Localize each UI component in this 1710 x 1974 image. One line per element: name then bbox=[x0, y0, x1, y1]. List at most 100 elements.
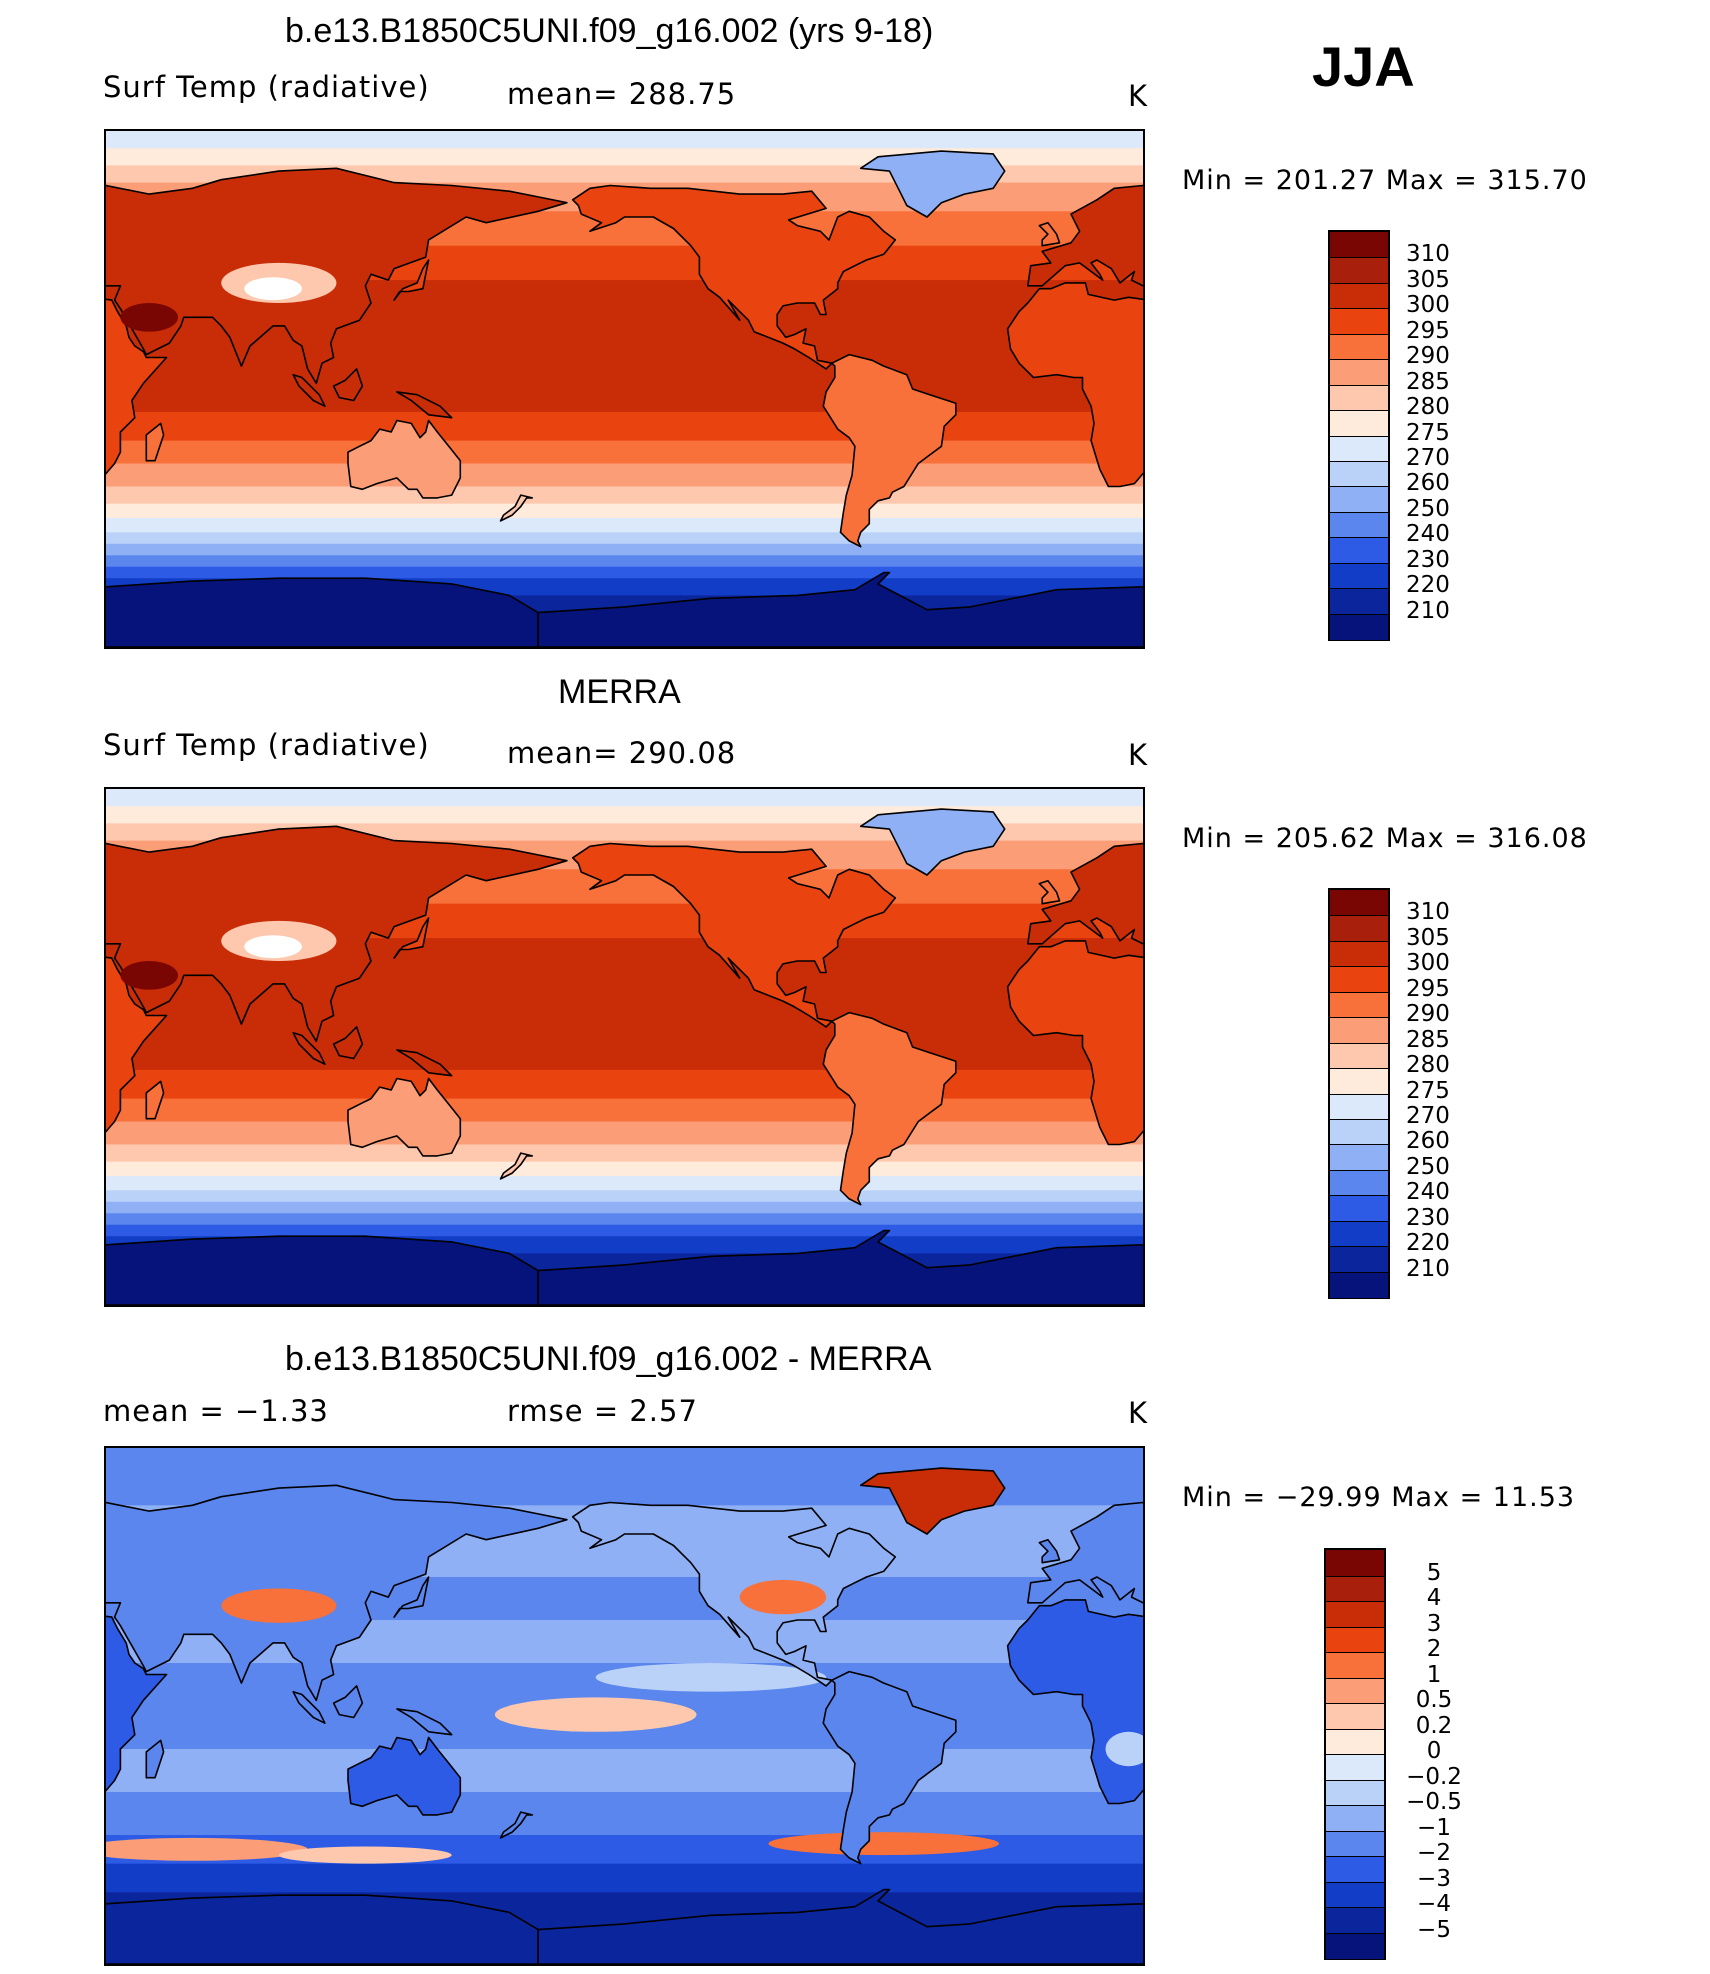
zonal-band bbox=[106, 789, 1143, 807]
colorbar-box bbox=[1330, 359, 1388, 386]
landmass-japan bbox=[393, 917, 430, 959]
landmass-greenland bbox=[859, 1467, 1006, 1535]
colorbar-box bbox=[1330, 1169, 1388, 1197]
landmass-madagascar bbox=[145, 422, 165, 462]
land-feature bbox=[1105, 1731, 1143, 1767]
colorbar-tick-label: 275 bbox=[1406, 419, 1450, 446]
panel-2-colorbar bbox=[1328, 888, 1390, 1299]
landmass-japan bbox=[393, 259, 430, 301]
colorbar-tick-label: 230 bbox=[1406, 1204, 1450, 1231]
zonal-band bbox=[106, 486, 1143, 505]
landmass-japan bbox=[393, 1576, 430, 1618]
landmass-eurasia bbox=[1026, 1501, 1143, 1604]
landmass-antarctica bbox=[106, 577, 539, 647]
panel-3-colorbar bbox=[1324, 1548, 1386, 1960]
colorbar-box bbox=[1330, 1246, 1388, 1273]
colorbar-box bbox=[1330, 1271, 1388, 1298]
colorbar-box bbox=[1330, 511, 1388, 539]
colorbar-box bbox=[1326, 1728, 1384, 1755]
landmass-greenland bbox=[859, 150, 1006, 218]
colorbar-box bbox=[1330, 333, 1388, 361]
colorbar-box bbox=[1330, 308, 1388, 335]
landmass-namerica bbox=[571, 1501, 897, 1687]
colorbar-tick-label: 220 bbox=[1406, 1230, 1450, 1257]
landmass-newzealand bbox=[499, 1152, 534, 1180]
panel-3-mean-label: mean = −1.33 bbox=[103, 1394, 329, 1428]
zonal-band bbox=[106, 1213, 1143, 1226]
landmass-africa bbox=[1006, 282, 1143, 488]
panel-2-heatmap bbox=[106, 789, 1143, 1305]
zonal-band bbox=[106, 1098, 1143, 1123]
colorbar-box bbox=[1330, 1068, 1388, 1095]
colorbar-tick-label: 310 bbox=[1406, 241, 1450, 268]
landmass-newguinea bbox=[396, 1708, 453, 1736]
landmass-borneo bbox=[332, 368, 364, 402]
colorbar-tick-label: 305 bbox=[1406, 924, 1450, 951]
colorbar-tick-label: 220 bbox=[1406, 572, 1450, 599]
colorbar-box bbox=[1330, 460, 1388, 488]
panel-3-units-label: K bbox=[1128, 1396, 1149, 1430]
colorbar-tick-label: 270 bbox=[1406, 1102, 1450, 1129]
panel-2-units-label: K bbox=[1128, 738, 1149, 772]
colorbar-tick-label: 260 bbox=[1406, 470, 1450, 497]
panel-3-heatmap bbox=[106, 1448, 1143, 1964]
season-label: JJA bbox=[1312, 35, 1415, 98]
zonal-band bbox=[106, 1144, 1143, 1163]
zonal-band bbox=[106, 1749, 1143, 1793]
colorbar-tick-label: 240 bbox=[1406, 1179, 1450, 1206]
colorbar-tick-label: 290 bbox=[1406, 1001, 1450, 1028]
colorbar-tick-label: 270 bbox=[1406, 444, 1450, 471]
landmass-australia bbox=[347, 419, 462, 499]
zonal-band bbox=[106, 1069, 1143, 1100]
colorbar-tick-label: 285 bbox=[1406, 368, 1450, 395]
zonal-band bbox=[106, 1201, 1143, 1214]
landmass-madagascar bbox=[145, 1080, 165, 1120]
landmass-borneo bbox=[332, 1026, 364, 1060]
colorbar-box bbox=[1326, 1652, 1384, 1679]
colorbar-tick-label: 300 bbox=[1406, 292, 1450, 319]
land-feature bbox=[120, 303, 179, 332]
colorbar-tick-label: 295 bbox=[1406, 317, 1450, 344]
landmass-newzealand bbox=[499, 494, 534, 522]
colorbar-tick-label: 285 bbox=[1406, 1026, 1450, 1053]
anomaly-blob bbox=[278, 1846, 452, 1864]
zonal-band bbox=[106, 503, 1143, 519]
colorbar-tick-label: 310 bbox=[1406, 899, 1450, 926]
colorbar-box bbox=[1330, 282, 1388, 310]
colorbar-box bbox=[1330, 991, 1388, 1019]
landmass-greenland bbox=[859, 808, 1006, 876]
colorbar-box bbox=[1330, 232, 1388, 258]
colorbar-tick-label: 275 bbox=[1406, 1077, 1450, 1104]
landmass-sumatra bbox=[292, 1690, 326, 1725]
colorbar-tick-label: 210 bbox=[1406, 597, 1450, 624]
land-feature bbox=[244, 935, 302, 959]
colorbar-tick-label: 305 bbox=[1406, 266, 1450, 293]
colorbar-box bbox=[1330, 1093, 1388, 1120]
panel-2-mean-label: mean= 290.08 bbox=[507, 736, 737, 770]
colorbar-box bbox=[1330, 915, 1388, 942]
zonal-band bbox=[106, 1792, 1143, 1836]
landmass-uk bbox=[1038, 221, 1061, 247]
zonal-band bbox=[106, 543, 1143, 556]
landmass-antarctica bbox=[537, 1888, 1143, 1964]
zonal-band bbox=[106, 131, 1143, 149]
colorbar-box bbox=[1326, 1677, 1384, 1704]
colorbar-tick-label: 230 bbox=[1406, 546, 1450, 573]
colorbar-box bbox=[1330, 966, 1388, 993]
colorbar-box bbox=[1330, 1195, 1388, 1222]
colorbar-box bbox=[1330, 384, 1388, 412]
colorbar-tick-label: 250 bbox=[1406, 495, 1450, 522]
colorbar-box bbox=[1330, 1144, 1388, 1171]
panel-2-minmax: Min = 205.62 Max = 316.08 bbox=[1182, 823, 1588, 854]
colorbar-box bbox=[1330, 940, 1388, 968]
colorbar-box bbox=[1330, 588, 1388, 615]
panel-2-map bbox=[104, 787, 1145, 1307]
colorbar-box bbox=[1330, 1220, 1388, 1248]
landmass-newguinea bbox=[396, 1049, 453, 1077]
zonal-band bbox=[106, 463, 1143, 487]
colorbar-box bbox=[1330, 1118, 1388, 1146]
landmass-antarctica bbox=[106, 1894, 539, 1964]
zonal-band bbox=[106, 411, 1143, 442]
colorbar-tick-label: 280 bbox=[1406, 1052, 1450, 1079]
panel-1-minmax: Min = 201.27 Max = 315.70 bbox=[1182, 165, 1588, 196]
